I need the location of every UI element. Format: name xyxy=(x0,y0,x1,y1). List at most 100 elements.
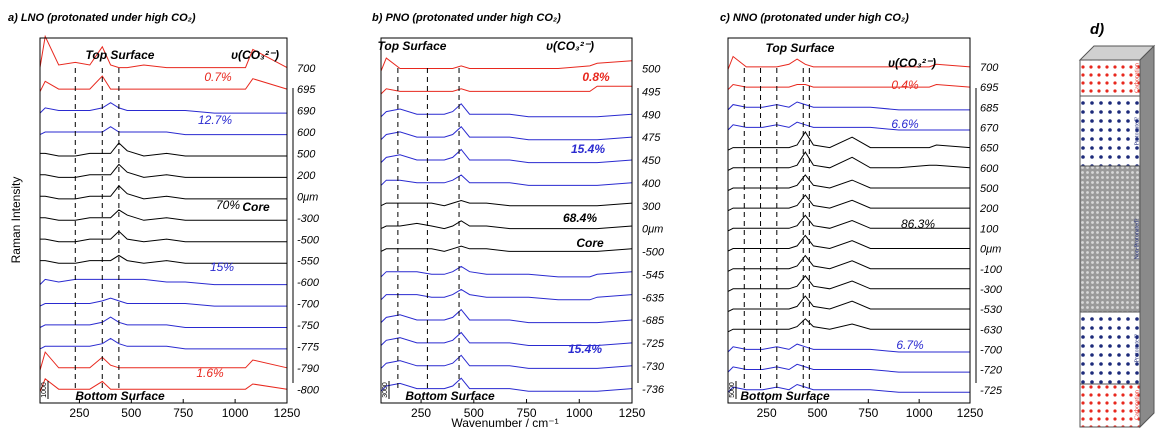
trace-label: -635 xyxy=(642,292,665,304)
spectrum xyxy=(40,185,287,200)
spectrum xyxy=(727,151,971,171)
scale-label: 5000 xyxy=(729,382,736,398)
spectrum xyxy=(380,174,633,186)
spectrum xyxy=(380,354,633,369)
x-tick-label: 1000 xyxy=(222,406,249,420)
layer xyxy=(1079,95,1141,167)
x-tick-label: 500 xyxy=(807,406,827,420)
panel: 500 495 490 475 450 400 300 0μm -500 -545 -635 -685… xyxy=(372,12,665,420)
spectrum xyxy=(40,230,287,243)
panel-title: c) NNO (protonated under high CO₂) xyxy=(720,12,909,24)
trace-label: -730 xyxy=(642,361,665,373)
trace-label: -500 xyxy=(297,234,320,246)
trace-label: 0μm xyxy=(297,191,318,203)
spectrum xyxy=(727,83,971,91)
trace-label: 475 xyxy=(642,132,661,144)
spectrum xyxy=(380,148,633,164)
trace-label: -736 xyxy=(642,384,665,396)
spectrum xyxy=(39,278,287,286)
spectrum xyxy=(39,75,288,92)
spectrum xyxy=(380,103,633,118)
trace-label: 450 xyxy=(642,155,661,167)
diagram-label: Protonated? xyxy=(1134,333,1140,362)
trace-label: 500 xyxy=(642,64,661,76)
x-tick-label: 750 xyxy=(517,406,537,420)
annotation: 12.7% xyxy=(198,113,232,127)
x-tick-label: 1000 xyxy=(906,406,933,420)
trace-label: -725 xyxy=(642,338,665,350)
frame xyxy=(39,37,288,404)
annotation: Bottom Surface xyxy=(740,389,830,403)
spectrum xyxy=(39,126,287,136)
spectrum xyxy=(727,131,971,151)
panel: 700 695 690 600 500 200 0μm -300 -500 -550 -600 -70… xyxy=(8,12,320,420)
trace-label: 690 xyxy=(297,106,316,118)
layer xyxy=(1079,59,1141,97)
x-tick-label: 250 xyxy=(69,406,89,420)
spectrum xyxy=(380,220,633,230)
trace-label: 670 xyxy=(980,123,999,135)
spectrum xyxy=(727,274,970,292)
trace-label: -600 xyxy=(297,277,320,289)
trace-label: 200 xyxy=(979,203,999,215)
trace-label: 695 xyxy=(980,82,999,94)
spectrum xyxy=(727,234,970,252)
panel: 700 695 685 670 650 600 500 200 100 0μm -100 -300 -5… xyxy=(720,12,1003,420)
spectrum xyxy=(380,331,633,346)
spectrum xyxy=(39,297,287,307)
annotation: 0.8% xyxy=(582,70,610,84)
trace-label: -700 xyxy=(297,299,320,311)
trace-label: -300 xyxy=(297,213,320,225)
trace-label: -790 xyxy=(297,363,320,375)
trace-label: 600 xyxy=(980,163,999,175)
diagram-title: d) xyxy=(1090,21,1104,38)
trace-label: 495 xyxy=(642,86,661,98)
annotation: Core xyxy=(576,236,604,250)
box-side xyxy=(1139,44,1155,429)
spectrum xyxy=(727,295,970,313)
x-tick-label: 1250 xyxy=(619,406,646,420)
x-tick-label: 750 xyxy=(173,406,193,420)
spectrum xyxy=(40,209,287,221)
annotation: Top Surface xyxy=(766,41,835,55)
annotation: 6.7% xyxy=(896,338,924,352)
spectrum xyxy=(727,55,971,70)
trace-label: -100 xyxy=(980,264,1003,276)
spectrum xyxy=(380,377,633,392)
spectrum xyxy=(40,254,287,264)
trace-label: 685 xyxy=(980,102,999,114)
spectrum xyxy=(380,308,633,324)
trace-label: -800 xyxy=(297,384,320,396)
diagram: d) xyxy=(1078,21,1156,429)
y-axis-label: Raman Intensity xyxy=(9,177,23,264)
layer xyxy=(1079,311,1141,385)
spectrum xyxy=(380,125,633,141)
trace-label: -545 xyxy=(642,269,665,281)
annotation: 15% xyxy=(210,260,234,274)
spectrum xyxy=(727,194,970,212)
layer xyxy=(1079,165,1141,313)
trace-label: 700 xyxy=(980,62,999,74)
trace-label: 650 xyxy=(980,143,999,155)
spectrum xyxy=(39,351,288,371)
panel-title: b) PNO (protonated under high CO₂) xyxy=(372,12,561,24)
spectrum xyxy=(727,101,970,111)
spectrum xyxy=(380,245,633,252)
annotation: 86.3% xyxy=(901,217,935,231)
trace-label: -750 xyxy=(297,320,320,332)
frame xyxy=(727,37,971,404)
spectrum xyxy=(727,383,970,393)
x-axis-label: Wavenumber / cm⁻¹ xyxy=(451,416,558,430)
spectrum xyxy=(727,343,970,353)
annotation: υ(CO₃²⁻) xyxy=(546,39,594,53)
annotation: 68.4% xyxy=(563,211,597,225)
annotation: 1.6% xyxy=(196,366,224,380)
spectrum xyxy=(380,199,633,207)
trace-label: 400 xyxy=(642,178,661,190)
trace-label: 300 xyxy=(642,201,661,213)
annotation: υ(CO₃²⁻) xyxy=(888,56,936,70)
trace-label: 490 xyxy=(642,109,661,121)
spectrum xyxy=(40,142,287,157)
annotation: 6.6% xyxy=(891,117,919,131)
